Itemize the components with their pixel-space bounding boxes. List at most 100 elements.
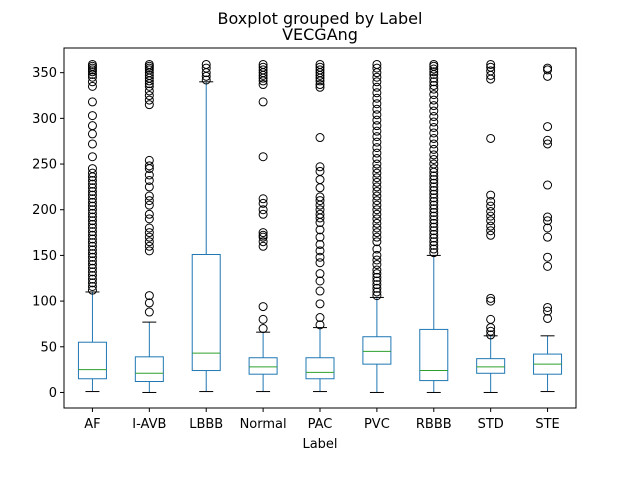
flier-point bbox=[372, 77, 382, 87]
flier-point bbox=[372, 283, 382, 293]
flier-point bbox=[429, 90, 439, 100]
flier-point bbox=[372, 126, 382, 136]
box bbox=[134, 356, 164, 383]
flier-point bbox=[87, 256, 97, 266]
flier-point bbox=[429, 186, 439, 196]
flier-point bbox=[87, 205, 97, 215]
flier-point bbox=[486, 133, 496, 143]
flier-point bbox=[372, 232, 382, 242]
flier-point bbox=[429, 101, 439, 111]
flier-point bbox=[258, 152, 268, 162]
flier-point bbox=[372, 177, 382, 187]
flier-point bbox=[315, 218, 325, 228]
flier-point bbox=[87, 216, 97, 226]
flier-point bbox=[429, 204, 439, 214]
flier-point bbox=[144, 228, 154, 238]
flier-point bbox=[87, 263, 97, 273]
flier-point bbox=[315, 183, 325, 193]
chart-title: VECGAng bbox=[282, 25, 358, 44]
flier-point bbox=[372, 237, 382, 247]
flier-point bbox=[87, 111, 97, 121]
flier-point bbox=[315, 59, 325, 69]
flier-point bbox=[258, 205, 268, 215]
flier-point bbox=[543, 139, 553, 149]
flier-point bbox=[144, 155, 154, 165]
flier-point bbox=[87, 278, 97, 288]
flier-point bbox=[144, 86, 154, 96]
flier-point bbox=[87, 164, 97, 174]
flier-point bbox=[372, 110, 382, 120]
box bbox=[305, 357, 335, 380]
flier-point bbox=[429, 164, 439, 174]
flier-point bbox=[486, 207, 496, 217]
flier-point bbox=[429, 77, 439, 87]
flier-point bbox=[315, 82, 325, 92]
flier-point bbox=[144, 100, 154, 110]
flier-point bbox=[144, 191, 154, 201]
flier-point bbox=[201, 59, 211, 69]
flier-point bbox=[87, 186, 97, 196]
flier-point bbox=[144, 161, 154, 171]
flier-point bbox=[315, 269, 325, 279]
flier-point bbox=[543, 313, 553, 323]
flier-point bbox=[258, 302, 268, 312]
flier-point bbox=[87, 267, 97, 277]
flier-point bbox=[315, 276, 325, 286]
flier-point bbox=[87, 175, 97, 185]
x-tick-label: STD bbox=[478, 417, 504, 432]
flier-point bbox=[429, 182, 439, 192]
flier-point bbox=[372, 223, 382, 233]
flier-point bbox=[87, 201, 97, 211]
flier-point bbox=[429, 64, 439, 74]
flier-point bbox=[87, 179, 97, 189]
flier-point bbox=[258, 232, 268, 242]
flier-point bbox=[87, 238, 97, 248]
flier-point bbox=[144, 307, 154, 317]
flier-point bbox=[429, 133, 439, 143]
flier-point bbox=[543, 302, 553, 312]
flier-point bbox=[144, 175, 154, 185]
flier-point bbox=[429, 95, 439, 105]
flier-point bbox=[144, 246, 154, 256]
flier-point bbox=[315, 196, 325, 206]
box bbox=[419, 328, 449, 382]
x-tick-label: PVC bbox=[364, 417, 390, 432]
flier-point bbox=[486, 62, 496, 72]
flier-point bbox=[372, 68, 382, 78]
x-tick-label: Normal bbox=[240, 417, 287, 432]
flier-point bbox=[258, 80, 268, 90]
flier-point bbox=[372, 159, 382, 169]
flier-point bbox=[87, 152, 97, 162]
flier-point bbox=[372, 154, 382, 164]
flier-point bbox=[144, 91, 154, 101]
flier-point bbox=[258, 230, 268, 240]
flier-point bbox=[429, 222, 439, 232]
flier-point bbox=[429, 193, 439, 203]
flier-point bbox=[87, 197, 97, 207]
x-tick-label: STE bbox=[535, 417, 559, 432]
box bbox=[248, 357, 278, 375]
flier-point bbox=[258, 209, 268, 219]
flier-point bbox=[258, 228, 268, 238]
chart-suptitle: Boxplot grouped by Label bbox=[218, 9, 423, 28]
flier-point bbox=[372, 88, 382, 98]
flier-point bbox=[372, 99, 382, 109]
x-tick-label: LBBB bbox=[189, 417, 223, 432]
flier-point bbox=[372, 168, 382, 178]
flier-point bbox=[87, 190, 97, 200]
flier-point bbox=[87, 252, 97, 262]
flier-point bbox=[543, 63, 553, 73]
flier-point bbox=[543, 135, 553, 145]
x-tick-label: RBBB bbox=[416, 417, 452, 432]
flier-point bbox=[315, 65, 325, 75]
flier-point bbox=[429, 175, 439, 185]
plot-area: 0 50 100 150 200 250 300 350 AF I-AVB LBBB Normal PA… bbox=[32, 59, 563, 432]
flier-point bbox=[372, 218, 382, 228]
flier-point bbox=[543, 212, 553, 222]
flier-point bbox=[144, 209, 154, 219]
y-tick-label: 350 bbox=[32, 66, 57, 81]
flier-point bbox=[429, 112, 439, 122]
flier-point bbox=[315, 320, 325, 330]
flier-point bbox=[372, 72, 382, 82]
